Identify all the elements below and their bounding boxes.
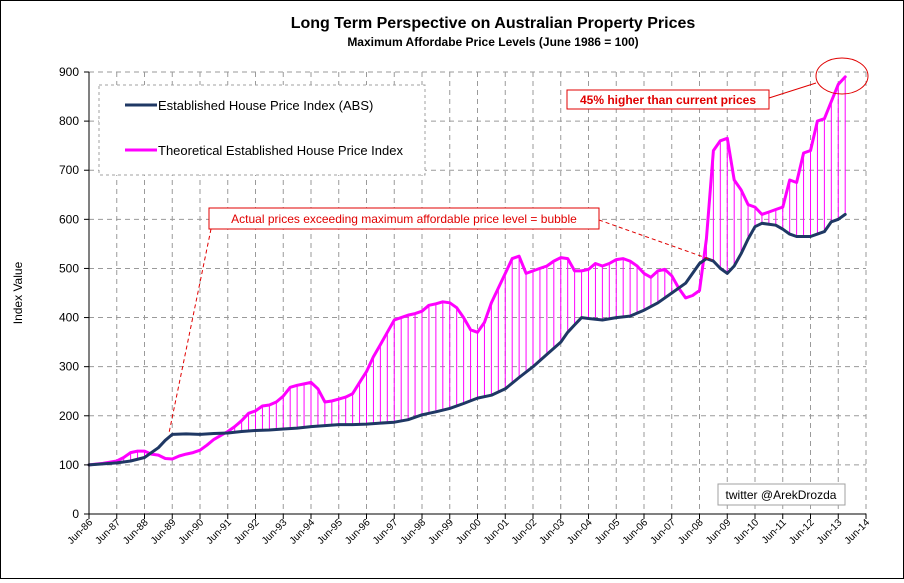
x-tick-label: Jun-03 [537,517,567,547]
y-tick-label: 700 [59,163,79,177]
chart-subtitle: Maximum Affordabe Price Levels (June 198… [347,35,638,49]
x-tick-label: Jun-86 [66,517,96,547]
x-tick-label: Jun-90 [177,517,207,547]
legend-box [98,84,426,176]
x-tick-label: Jun-88 [121,517,151,547]
y-axis-label: Index Value [11,261,25,324]
x-tick-label: Jun-98 [399,517,429,547]
legend-label-theoretical: Theoretical Established House Price Inde… [158,143,403,158]
x-tick-label: Jun-05 [593,517,623,547]
x-tick-label: Jun-07 [648,517,678,547]
y-tick-label: 300 [59,360,79,374]
y-tick-label: 400 [59,311,79,325]
y-tick-label: 200 [59,409,79,423]
x-axis-ticks: Jun-86Jun-87Jun-88Jun-89Jun-90Jun-91Jun-… [66,514,873,547]
y-tick-label: 0 [72,507,79,521]
x-tick-label: Jun-08 [676,517,706,547]
x-tick-label: Jun-94 [288,517,318,547]
annotation-45pct: 45% higher than current prices [566,57,869,110]
x-tick-label: Jun-87 [93,517,123,547]
legend: Established House Price Index (ABS) Theo… [98,84,426,176]
x-tick-label: Jun-06 [621,517,651,547]
credit: twitter @ArekDrozda [717,483,846,506]
x-tick-label: Jun-11 [760,517,789,546]
x-tick-label: Jun-00 [454,517,484,547]
x-tick-label: Jun-02 [510,517,540,547]
y-tick-label: 500 [59,261,79,275]
x-tick-label: Jun-97 [371,517,401,547]
series-line-abs [87,212,847,467]
credit-box [717,483,846,506]
annotation-bubble: Actual prices exceeding maximum affordab… [168,207,713,434]
bubble-fill-lines [109,76,846,464]
annotation-45pct-pointer [768,82,817,99]
y-tick-label: 100 [59,458,79,472]
annotation-45pct-box [566,89,770,110]
highlight-ellipse [815,57,869,95]
x-tick-label: Jun-89 [149,517,179,547]
annotation-45pct-text: 45% higher than current prices [580,93,756,107]
y-axis-ticks: 0 100 200 300 400 500 600 700 800 900 [59,65,89,521]
y-tick-label: 600 [59,212,79,226]
y-tick-label: 800 [59,114,79,128]
x-tick-label: Jun-93 [260,517,290,547]
x-tick-label: Jun-99 [426,517,456,547]
x-tick-label: Jun-10 [732,517,762,547]
credit-text: twitter @ArekDrozda [726,488,837,502]
annotation-bubble-text: Actual prices exceeding maximum affordab… [231,212,577,226]
legend-label-abs: Established House Price Index (ABS) [158,98,373,113]
x-tick-label: Jun-13 [815,517,845,547]
annotation-bubble-pointer-right [598,219,713,261]
chart-title: Long Term Perspective on Australian Prop… [291,15,696,32]
series-lines [87,75,847,467]
x-tick-label: Jun-01 [482,517,512,547]
x-tick-label: Jun-14 [843,517,873,547]
x-tick-label: Jun-91 [204,517,234,547]
x-tick-label: Jun-96 [343,517,373,547]
annotation-bubble-box [208,207,600,230]
y-tick-label: 900 [59,65,79,79]
x-tick-label: Jun-95 [315,517,345,547]
x-tick-label: Jun-09 [704,517,734,547]
x-tick-label: Jun-12 [787,517,817,547]
x-tick-label: Jun-92 [232,517,262,547]
x-tick-label: Jun-04 [565,517,595,547]
